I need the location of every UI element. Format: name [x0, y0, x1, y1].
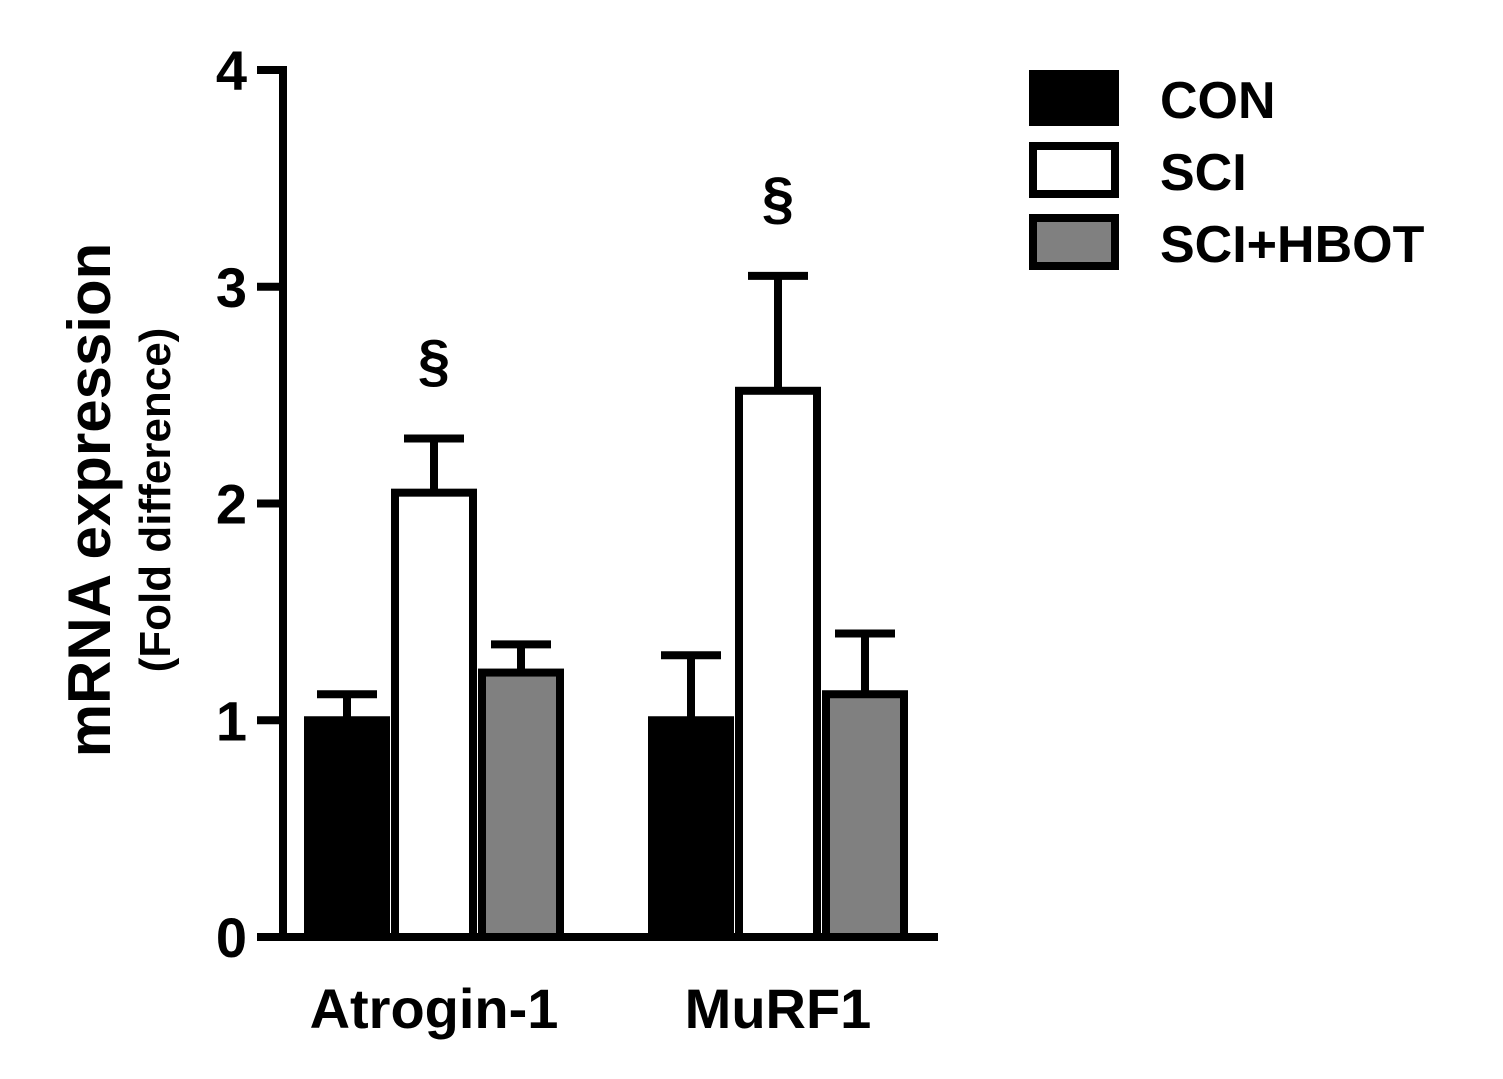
x-category-label: MuRF1	[685, 977, 872, 1040]
y-tick-label: 2	[216, 473, 247, 536]
y-axis-sublabel: (Fold difference)	[131, 328, 180, 673]
y-axis-label-group: mRNA expression (Fold difference)	[56, 243, 180, 758]
significance-marker: §	[418, 328, 450, 393]
legend: CON SCI SCI+HBOT	[1029, 70, 1425, 274]
y-tick-label: 3	[216, 256, 247, 319]
bar	[648, 716, 734, 941]
y-tick-label: 0	[216, 906, 247, 969]
significance-marker: §	[762, 166, 794, 231]
axes: 0 1 2 3 4 Atrogin-1 MuRF1	[216, 39, 938, 1040]
x-category-label: Atrogin-1	[310, 977, 559, 1040]
bar	[735, 386, 821, 942]
y-tick-label: 1	[216, 689, 247, 752]
bar	[304, 716, 390, 941]
y-tick-label: 4	[216, 39, 247, 102]
legend-label: SCI+HBOT	[1160, 216, 1425, 274]
legend-swatch	[1029, 214, 1119, 270]
legend-label: SCI	[1160, 144, 1247, 202]
bar	[391, 488, 477, 941]
legend-label: CON	[1160, 72, 1276, 130]
legend-swatch	[1029, 70, 1119, 126]
bar	[478, 668, 564, 941]
legend-swatch	[1029, 142, 1119, 198]
y-axis-label: mRNA expression	[56, 243, 123, 758]
bars	[304, 271, 908, 942]
annotations: §§	[418, 166, 794, 394]
bar	[822, 690, 908, 941]
